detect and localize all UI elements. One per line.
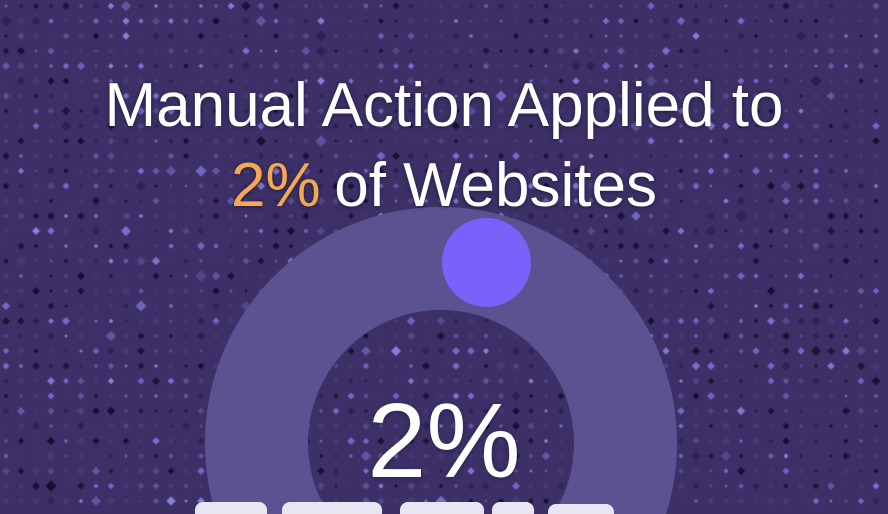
page-title: Manual Action Applied to 2% of Websites [0, 66, 888, 226]
title-line1: Manual Action Applied to [104, 70, 784, 140]
donut-track [205, 207, 677, 514]
cropped-text-chunk [548, 504, 614, 514]
cropped-text-chunk [282, 502, 382, 514]
cropped-bottom-text-tops [0, 500, 888, 514]
title-percent-highlight: 2% [230, 150, 321, 220]
cropped-text-chunk [400, 502, 484, 514]
cropped-text-chunk [195, 502, 267, 514]
cropped-text-chunk [492, 502, 534, 514]
donut-center-value: 2% [367, 382, 521, 500]
title-line2-rest: of Websites [334, 150, 657, 220]
donut-slice-marker-dot [442, 218, 531, 307]
